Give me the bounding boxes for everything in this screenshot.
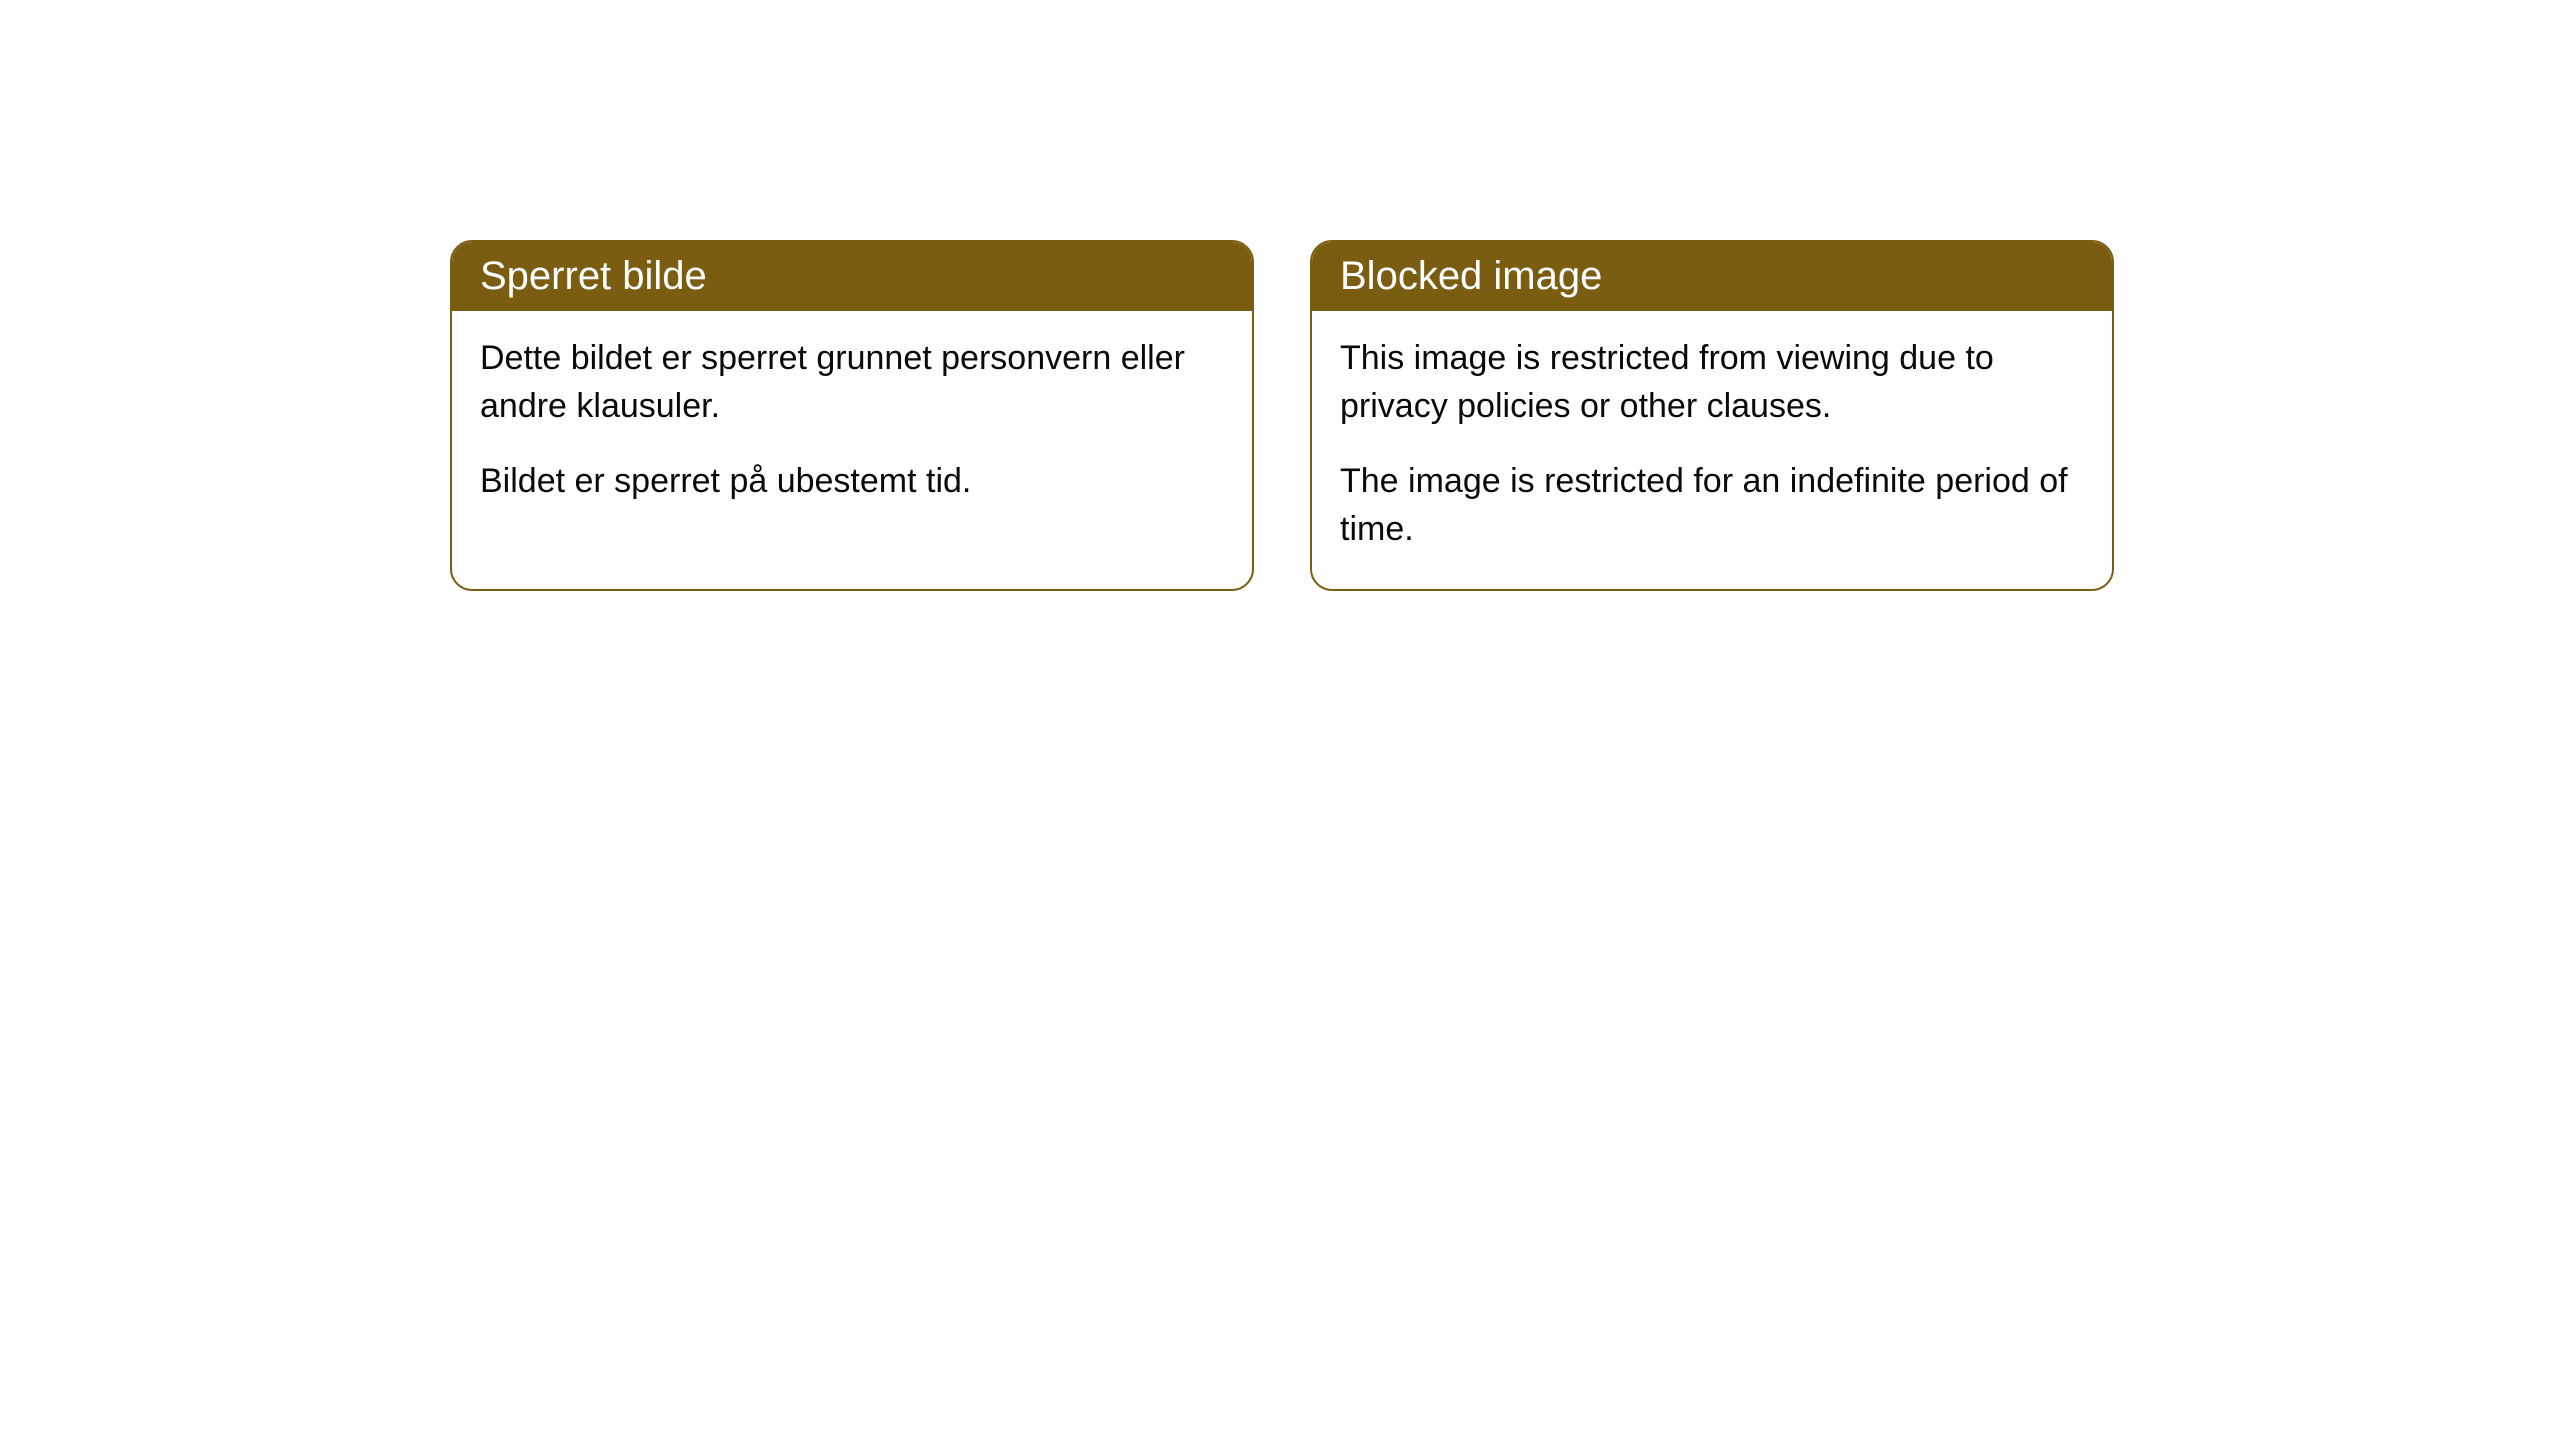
notice-cards-container: Sperret bilde Dette bildet er sperret gr…: [0, 0, 2560, 591]
card-body-english: This image is restricted from viewing du…: [1312, 311, 2112, 589]
card-paragraph-2-english: The image is restricted for an indefinit…: [1340, 458, 2084, 553]
blocked-image-card-english: Blocked image This image is restricted f…: [1310, 240, 2114, 591]
card-header-english: Blocked image: [1312, 242, 2112, 311]
blocked-image-card-norwegian: Sperret bilde Dette bildet er sperret gr…: [450, 240, 1254, 591]
card-body-norwegian: Dette bildet er sperret grunnet personve…: [452, 311, 1252, 542]
card-header-norwegian: Sperret bilde: [452, 242, 1252, 311]
card-paragraph-2-norwegian: Bildet er sperret på ubestemt tid.: [480, 458, 1224, 506]
card-paragraph-1-norwegian: Dette bildet er sperret grunnet personve…: [480, 335, 1224, 430]
card-paragraph-1-english: This image is restricted from viewing du…: [1340, 335, 2084, 430]
